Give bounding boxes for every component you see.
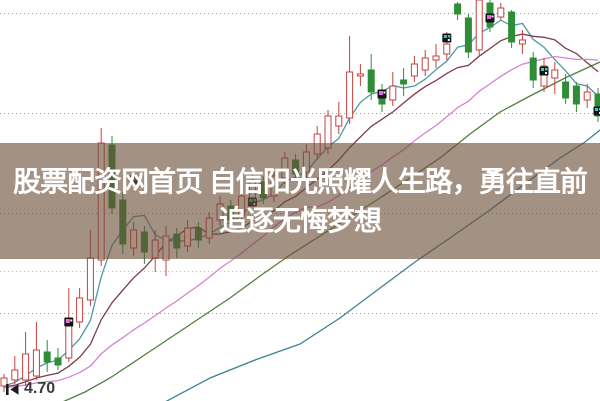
candle-down	[508, 10, 516, 48]
banner-headline: 股票配资网首页 自信阳光照耀人生路，勇往直前	[13, 165, 588, 197]
candle-down	[454, 1, 462, 20]
candle-up	[76, 288, 84, 328]
signal-marker-teal	[539, 66, 549, 76]
signal-marker-purple	[377, 89, 387, 99]
signal-marker-teal	[442, 33, 452, 43]
min-price-label: 4.70	[24, 380, 56, 397]
candle-down	[43, 340, 51, 372]
banner-subline: 追逐无悔梦想	[218, 204, 382, 236]
signal-marker-purple	[485, 13, 495, 23]
candle-down	[54, 348, 62, 370]
candle-up	[410, 56, 418, 82]
candle-down	[572, 82, 580, 112]
signal-marker-teal	[593, 106, 600, 116]
min-price-arrow-icon	[6, 384, 19, 395]
candle-up	[583, 84, 591, 108]
candle-down	[529, 52, 537, 88]
candle-down	[400, 68, 408, 96]
candle-up	[356, 64, 364, 86]
candle-up	[518, 30, 526, 54]
candle-up	[421, 50, 429, 76]
candle-up	[335, 102, 343, 134]
candle-up	[22, 332, 30, 386]
signal-marker-purple	[64, 317, 74, 327]
candle-down	[562, 74, 570, 104]
candle-up	[389, 72, 397, 106]
candle-down	[367, 54, 375, 100]
candle-up	[497, 3, 505, 20]
candle-up	[346, 36, 354, 124]
promo-banner-overlay[interactable]: 股票配资网首页 自信阳光照耀人生路，勇往直前 追逐无悔梦想	[0, 143, 600, 259]
candle-up	[32, 322, 40, 380]
candle-up	[540, 58, 548, 92]
candle-up	[475, 0, 483, 56]
candle-down	[464, 14, 472, 58]
candle-up	[432, 44, 440, 68]
candle-down	[594, 88, 600, 122]
candle-up	[551, 62, 559, 94]
candle-up	[0, 374, 8, 392]
candle-up	[11, 356, 19, 384]
